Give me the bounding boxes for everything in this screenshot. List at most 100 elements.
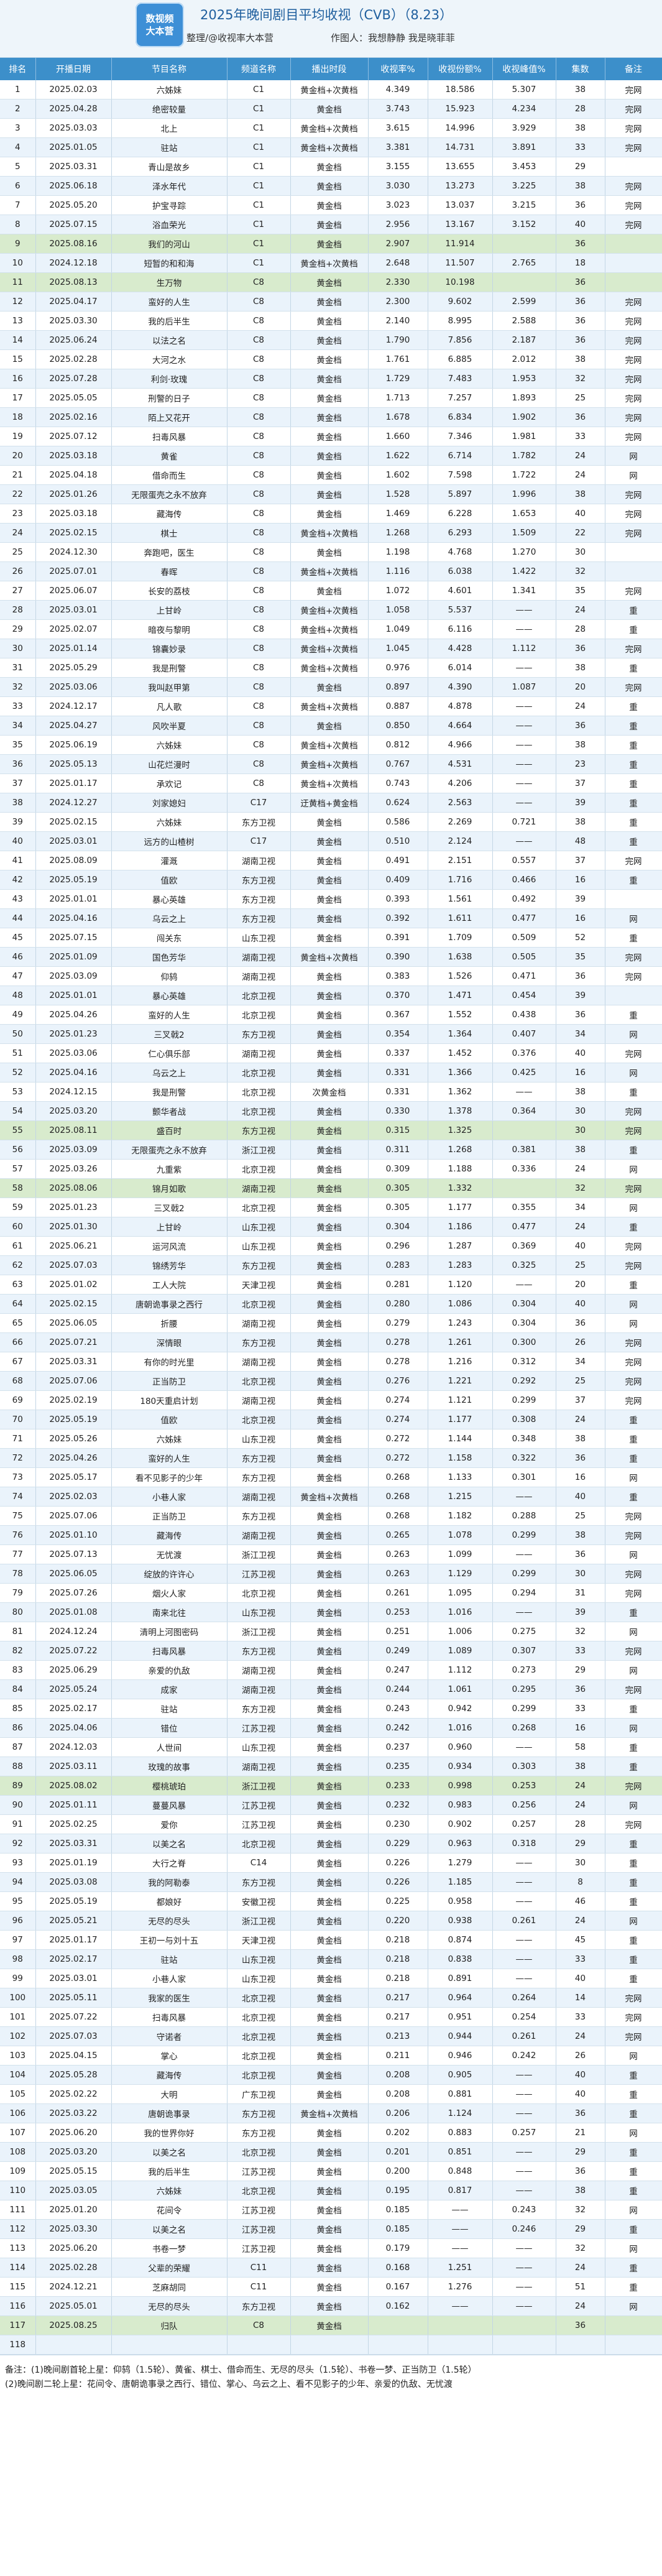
table-row: 102 2025.07.03 守诺者 北京卫视 黄金档 0.213 0.944 0.261 24… [0,2026,662,2046]
col-title-cell: 借命而生 [111,465,228,485]
col-episodes-cell: 33 [556,1641,605,1661]
col-peak-cell: 0.336 [492,1159,556,1179]
footnote-1: 备注：(1)晚间剧首轮上星：仰鸫（1.5轮）、黄雀、棋士、借命而生、无尽的尽头（… [5,2365,477,2375]
col-title-cell: 看不见影子的少年 [111,1467,228,1487]
col-rank-cell: 114 [0,2258,36,2278]
col-peak-cell: 0.256 [492,1795,556,1815]
col-channel-cell: C17 [227,831,291,851]
col-note-cell [605,234,662,254]
table-row: 30 2025.01.14 锦囊妙录 C8 黄金档+次黄档 1.045 4.428 1.112… [0,639,662,658]
col-channel-cell: C8 [227,465,291,485]
col-note-cell: 重 [605,1737,662,1757]
table-row: 2 2025.04.28 绝密较量 C1 黄金档 3.743 15.923 4.234 28 完网 [0,99,662,119]
col-date-cell: 2025.08.06 [35,1178,112,1198]
col-rating-cell: 0.393 [368,889,428,909]
col-rating-cell: 0.337 [368,1043,428,1063]
col-peak-cell: 4.234 [492,99,556,119]
table-row: 44 2025.04.16 乌云之上 东方卫视 黄金档 0.392 1.611 0.477 16… [0,908,662,928]
col-rating-cell: 1.790 [368,330,428,350]
col-channel-cell: C1 [227,137,291,157]
col-channel-cell: C8 [227,2315,291,2335]
col-episodes-cell: 33 [556,2007,605,2027]
col-rank-cell: 109 [0,2161,36,2181]
col-channel-cell: 北京卫视 [227,1198,291,1217]
col-rating-cell: 0.331 [368,1063,428,1083]
col-share-cell: 13.167 [428,215,493,234]
table-row: 82 2025.07.22 扫毒风暴 东方卫视 黄金档 0.249 1.089 0.307 33… [0,1641,662,1661]
col-note-cell: 重 [605,1448,662,1468]
table-body: 1 2025.02.03 六姊妹 C1 黄金档+次黄档 4.349 18.586 5.307 3… [0,80,662,2355]
col-episodes-cell: 36 [556,1544,605,1564]
col-title-cell: 奔跑吧，医生 [111,542,228,562]
col-share-cell: 1.332 [428,1178,493,1198]
col-peak-cell: 1.087 [492,677,556,697]
col-rank-cell: 4 [0,137,36,157]
col-date-cell: 2025.03.18 [35,446,112,466]
col-title-cell: 大明 [111,2084,228,2104]
col-title-cell: 值欧 [111,870,228,890]
col-rating-cell: 0.247 [368,1660,428,1680]
col-rank-cell: 66 [0,1332,36,1352]
col-title-cell: 我是刑警 [111,1082,228,1102]
col-rank-cell: 44 [0,908,36,928]
col-rank-cell: 77 [0,1544,36,1564]
col-peak-cell: —— [492,1737,556,1757]
col-date-header: 开播日期 [35,58,112,80]
col-date-cell: 2025.04.17 [35,292,112,312]
col-rating-cell: 0.265 [368,1525,428,1545]
col-title-cell: 六姊妹 [111,735,228,755]
col-title-cell: 上甘岭 [111,600,228,620]
col-date-cell: 2025.04.26 [35,1448,112,1468]
col-episodes-cell: 32 [556,1178,605,1198]
col-date-cell: 2025.03.06 [35,677,112,697]
col-rating-cell: 0.272 [368,1448,428,1468]
col-slot-cell: 黄金档 [290,388,369,408]
col-rank-cell: 17 [0,388,36,408]
col-note-cell: 完网 [605,2026,662,2046]
col-note-cell: 重 [605,2181,662,2200]
col-title-cell: 上甘岭 [111,1217,228,1237]
col-peak-cell [492,2335,556,2355]
col-share-cell: 1.552 [428,1005,493,1025]
col-share-cell: 0.891 [428,1969,493,1988]
col-episodes-cell: 35 [556,947,605,967]
col-slot-cell: 黄金档 [290,1872,369,1892]
col-episodes-cell: 16 [556,870,605,890]
col-episodes-cell: 29 [556,1660,605,1680]
col-peak-cell: 0.348 [492,1429,556,1449]
col-note-cell: 网 [605,1159,662,1179]
col-peak-cell: —— [492,600,556,620]
col-slot-cell: 黄金档 [290,1236,369,1256]
col-episodes-cell: 25 [556,1371,605,1391]
col-slot-cell: 黄金档 [290,311,369,331]
col-episodes-cell: 58 [556,1737,605,1757]
col-slot-cell: 黄金档 [290,2296,369,2316]
col-peak-cell: 0.376 [492,1043,556,1063]
col-peak-cell: —— [492,831,556,851]
col-episodes-cell: 38 [556,1525,605,1545]
col-slot-cell: 黄金档 [290,677,369,697]
col-episodes-cell: 22 [556,523,605,543]
col-date-cell: 2025.06.07 [35,581,112,601]
col-rating-cell: 0.185 [368,2219,428,2239]
col-episodes-cell: 36 [556,639,605,658]
col-channel-cell: 广东卫视 [227,2084,291,2104]
table-row: 116 2025.05.01 无尽的尽头 东方卫视 黄金档 0.162 —— —— 24 网 [0,2296,662,2316]
col-date-cell: 2025.03.30 [35,2219,112,2239]
col-date-cell: 2025.08.25 [35,2315,112,2335]
col-peak-cell: 0.264 [492,1988,556,2008]
col-slot-cell: 黄金档 [290,1583,369,1603]
col-title-cell: 灌溉 [111,851,228,870]
col-episodes-cell: 32 [556,2238,605,2258]
table-row: 23 2025.03.18 藏海传 C8 黄金档 1.469 6.228 1.653 40 完网 [0,504,662,524]
col-note-cell: 完网 [605,195,662,215]
col-rating-cell: 0.237 [368,1737,428,1757]
col-share-cell: 0.951 [428,2007,493,2027]
col-note-cell: 重 [605,1872,662,1892]
col-slot-cell: 黄金档 [290,1718,369,1738]
col-share-cell: 5.897 [428,484,493,504]
table-row: 72 2025.04.26 蛮好的人生 东方卫视 黄金档 0.272 1.158 0.322 3… [0,1448,662,1468]
table-row: 85 2025.02.17 驻站 东方卫视 黄金档 0.243 0.942 0.299 33 重 [0,1699,662,1719]
col-rank-cell: 13 [0,311,36,331]
col-peak-cell: 0.257 [492,1814,556,1834]
